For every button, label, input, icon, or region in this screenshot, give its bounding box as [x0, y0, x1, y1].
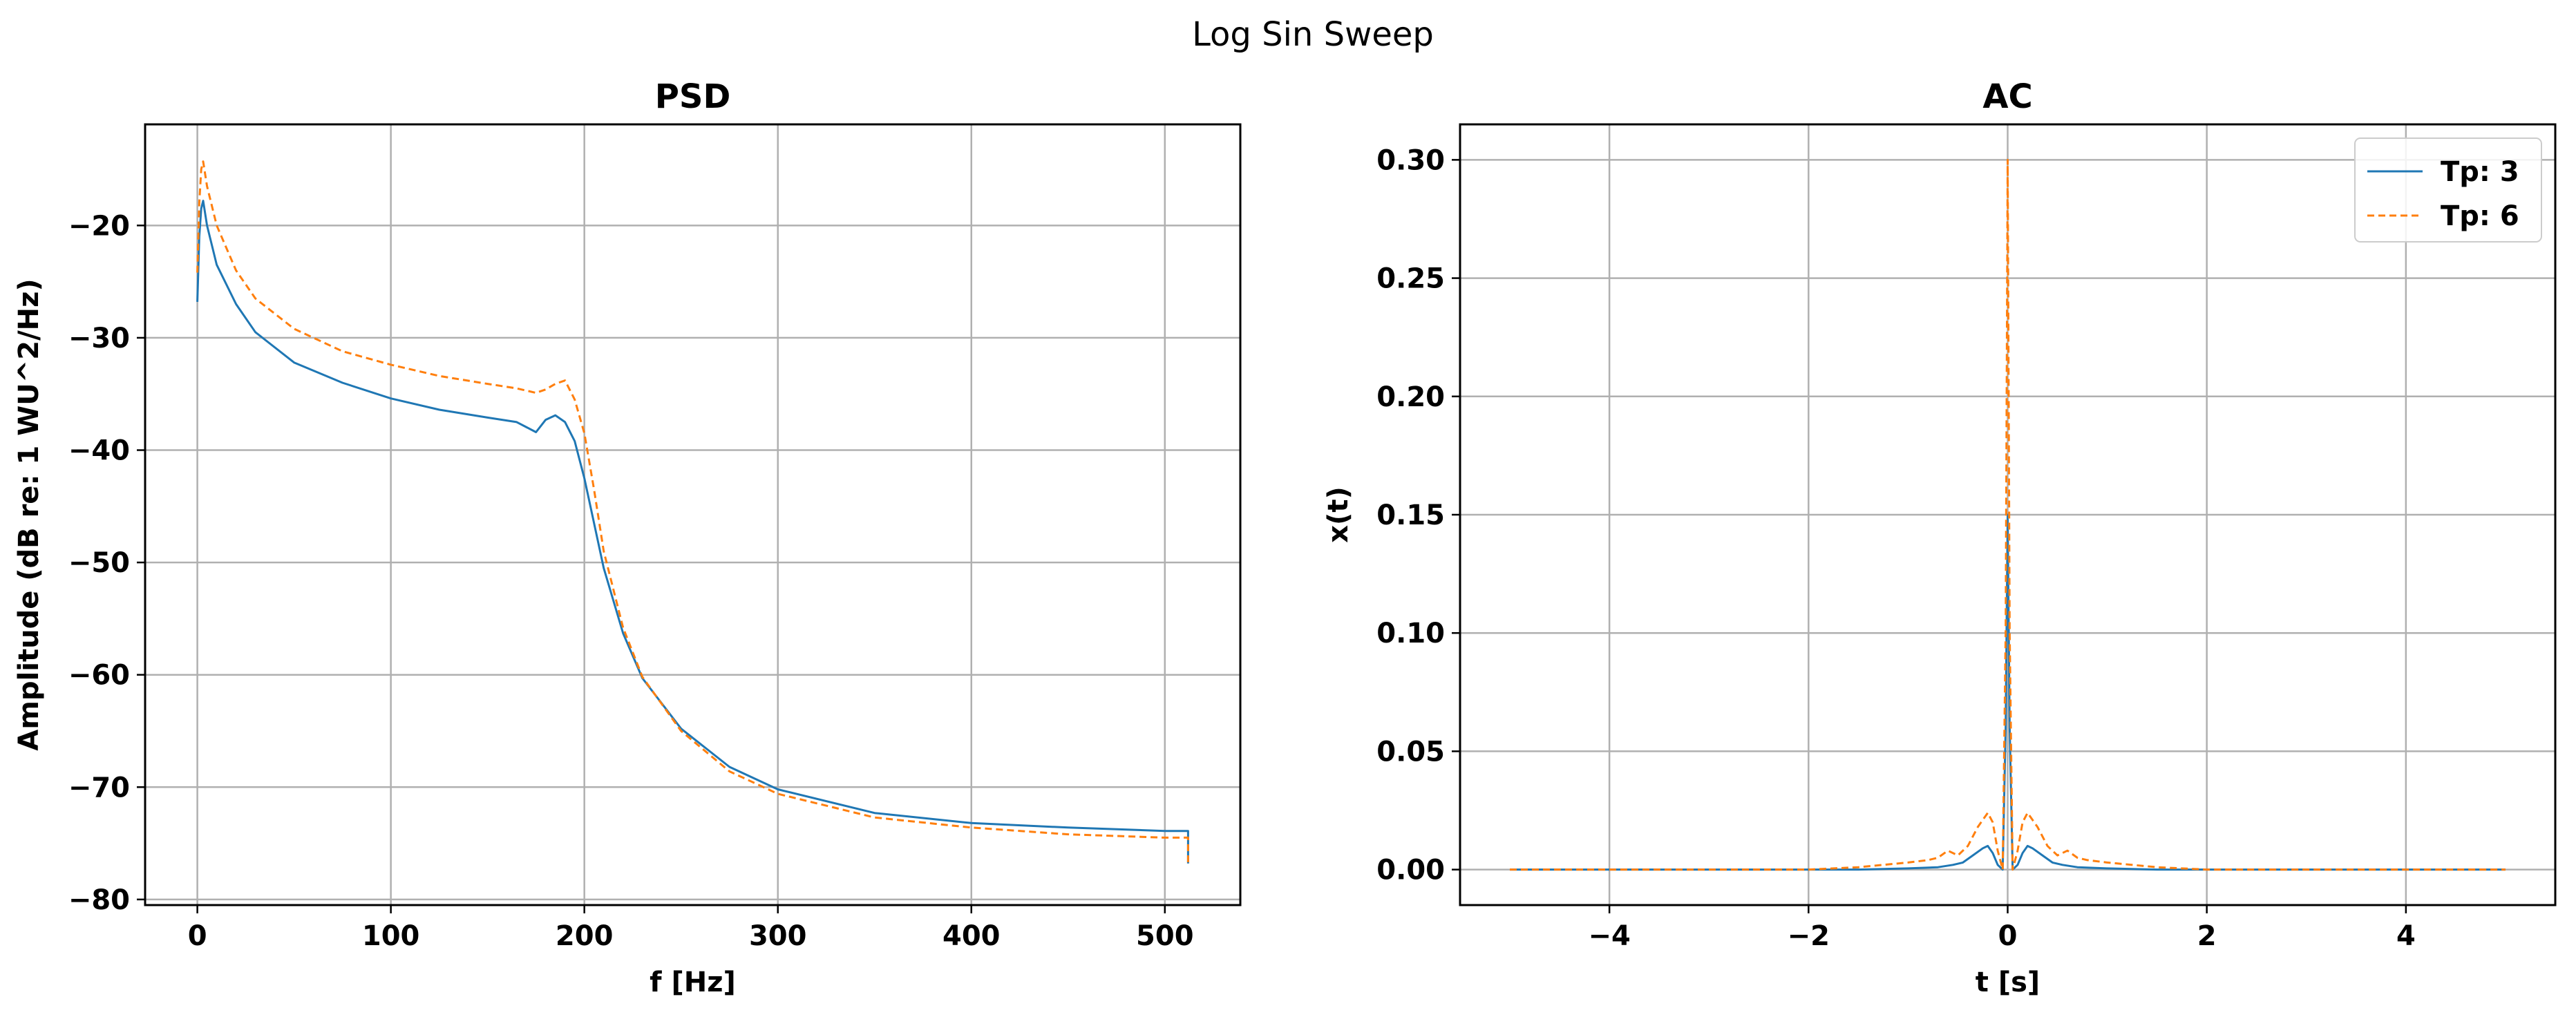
- ac-title: AC: [1982, 77, 2032, 116]
- series-line-tp3: [196, 200, 1189, 864]
- y-tick-label: −60: [68, 660, 130, 692]
- y-tick-label: −20: [68, 210, 130, 242]
- y-tick-label: 0.10: [1376, 618, 1445, 649]
- series-line-tp3: [1510, 513, 2506, 871]
- x-tick-label: 400: [943, 920, 1001, 952]
- x-tick-label: 0: [1998, 920, 2018, 952]
- y-tick-label: 0.00: [1376, 855, 1445, 886]
- y-tick-label: −80: [68, 884, 130, 916]
- y-tick-label: 0.25: [1376, 263, 1445, 295]
- series-line-tp6: [196, 160, 1189, 864]
- ac-ylabel: x(t): [1323, 486, 1354, 542]
- ac-subplot: −4 −2 0 2 4 0.00 0.05 0.10 0.15 0.20 0.25 0.30 AC t…: [1323, 77, 2557, 998]
- psd-axes-frame: [144, 123, 1242, 906]
- psd-title: PSD: [655, 77, 731, 116]
- x-tick-label: 2: [2197, 920, 2217, 952]
- ac-ticks: −4 −2 0 2 4 0.00 0.05 0.10 0.15 0.20 0.25 0.30: [1376, 144, 2415, 952]
- x-tick-label: 4: [2396, 920, 2416, 952]
- x-tick-label: −2: [1788, 920, 1830, 952]
- y-tick-label: −30: [68, 323, 130, 354]
- y-tick-label: 0.20: [1376, 381, 1445, 413]
- legend-label-tp6: Tp: 6: [2441, 200, 2519, 232]
- series-line-tp6: [1510, 158, 2506, 871]
- figure-suptitle: Log Sin Sweep: [1192, 15, 1434, 54]
- psd-ylabel: Amplitude (dB re: 1 WU^2/Hz): [13, 278, 45, 750]
- psd-grid: [145, 124, 1240, 905]
- ac-lines: [1510, 158, 2506, 871]
- y-tick-label: 0.15: [1376, 500, 1445, 531]
- x-tick-label: −4: [1588, 920, 1630, 952]
- x-tick-label: 500: [1136, 920, 1194, 952]
- y-tick-label: −50: [68, 547, 130, 579]
- y-tick-label: −40: [68, 435, 130, 467]
- psd-subplot: 0 100 200 300 400 500 −80 −70 −60 −50 −40 −30 −20 PS…: [13, 77, 1242, 998]
- y-tick-label: 0.30: [1376, 144, 1445, 176]
- x-tick-label: 200: [556, 920, 614, 952]
- psd-lines: [196, 160, 1189, 864]
- x-tick-label: 0: [188, 920, 207, 952]
- ac-xlabel: t [s]: [1976, 967, 2040, 998]
- ac-legend: Tp: 3 Tp: 6: [2354, 137, 2542, 243]
- legend-label-tp3: Tp: 3: [2441, 156, 2519, 188]
- y-tick-label: 0.05: [1376, 736, 1445, 768]
- psd-xlabel: f [Hz]: [650, 967, 736, 998]
- y-tick-label: −70: [68, 772, 130, 804]
- x-tick-label: 300: [749, 920, 807, 952]
- x-tick-label: 100: [362, 920, 420, 952]
- psd-ticks: 0 100 200 300 400 500 −80 −70 −60 −50 −40 −30 −20: [68, 210, 1194, 952]
